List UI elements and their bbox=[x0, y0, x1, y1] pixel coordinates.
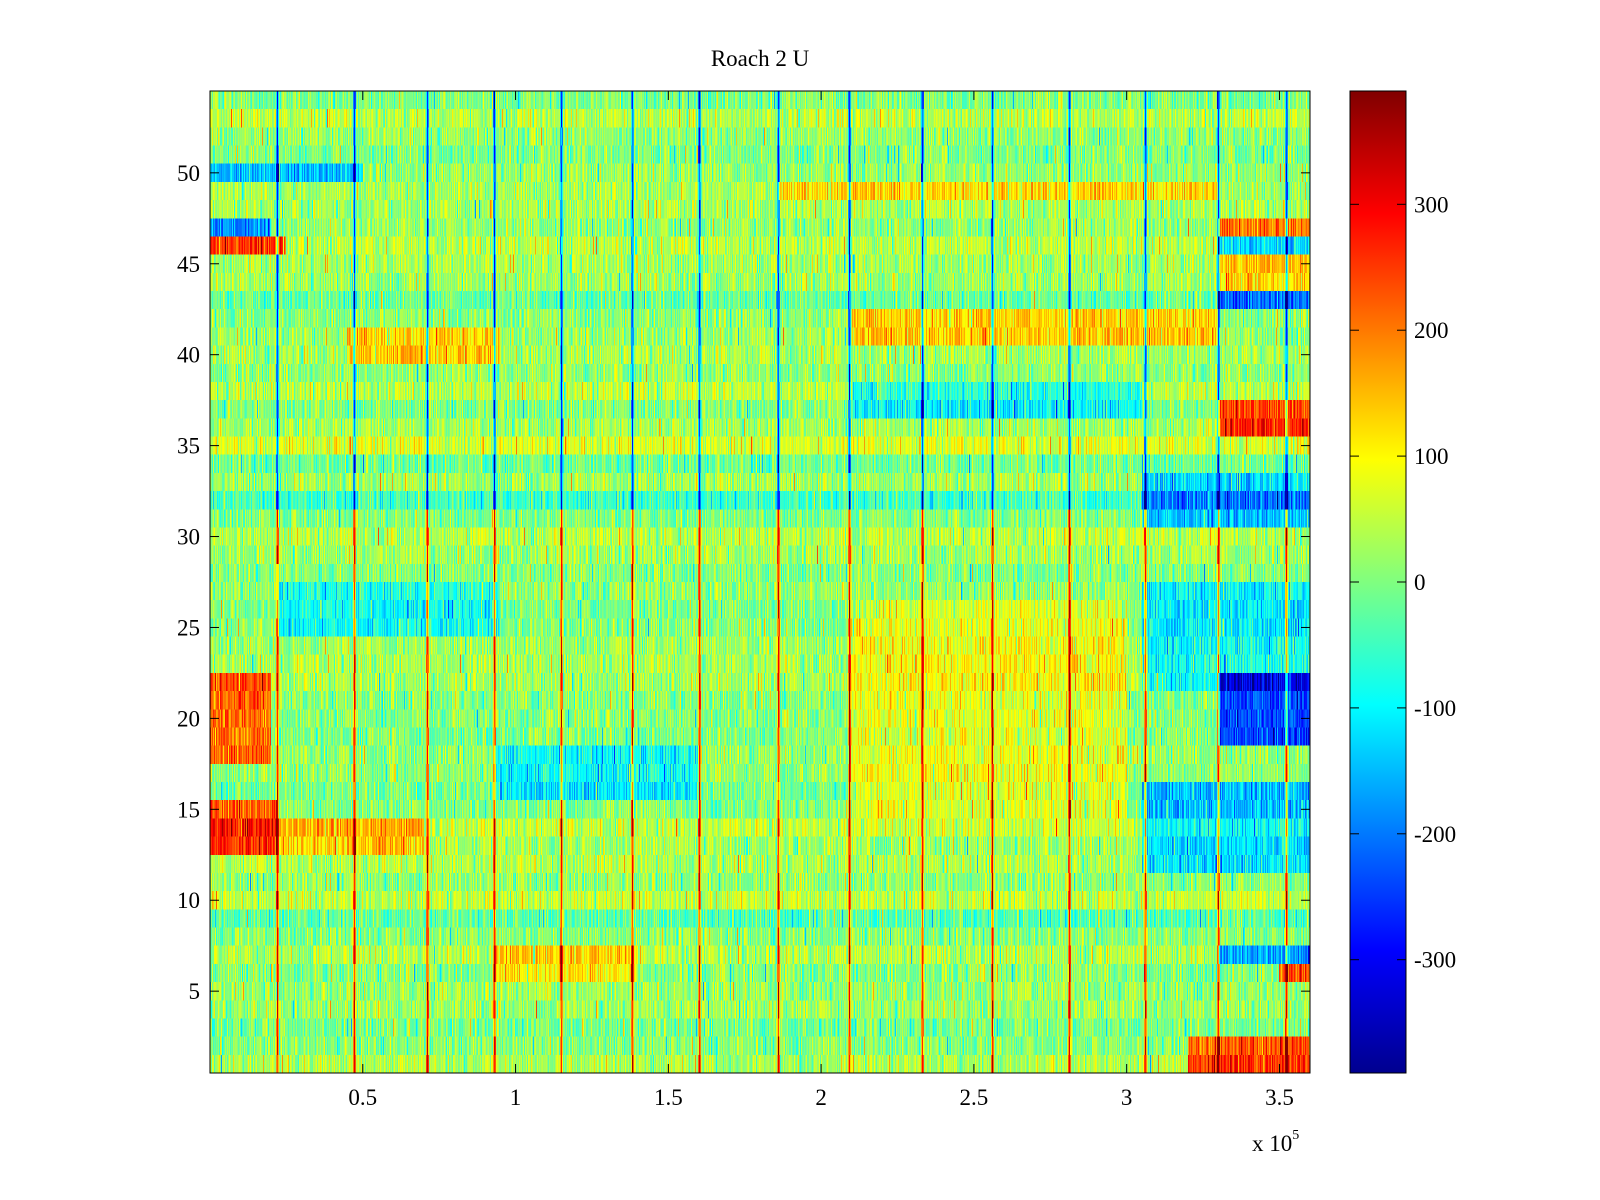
colorbar-tick-label: 100 bbox=[1414, 444, 1449, 469]
x-tick-label: 2 bbox=[815, 1085, 827, 1110]
x-tick-label: 2.5 bbox=[960, 1085, 989, 1110]
x-tick-label: 0.5 bbox=[348, 1085, 377, 1110]
heatmap-plot-area bbox=[209, 90, 1311, 1074]
chart-title: Roach 2 U bbox=[711, 46, 810, 71]
colorbar: 300 200 100 0 -100 -200 -300 bbox=[1349, 90, 1456, 1074]
y-tick-label: 35 bbox=[177, 434, 200, 459]
colorbar-tick-label: 0 bbox=[1414, 570, 1426, 595]
colorbar-tick-label: -100 bbox=[1414, 696, 1456, 721]
y-tick-label: 20 bbox=[177, 706, 200, 731]
y-axis: 5 10 15 20 25 30 35 40 45 50 bbox=[177, 161, 1310, 1004]
x-axis: 0.5 1 1.5 2 2.5 3 3.5 bbox=[348, 91, 1294, 1110]
y-tick-label: 25 bbox=[177, 615, 200, 640]
plot-frame bbox=[209, 90, 1311, 1074]
heatmap-image bbox=[210, 91, 1310, 1073]
colorbar-tick-label: 200 bbox=[1414, 318, 1449, 343]
colorbar-tick-label: -200 bbox=[1414, 822, 1456, 847]
x-tick-label: 3 bbox=[1121, 1085, 1133, 1110]
x-scale-label: x 10 bbox=[1252, 1131, 1292, 1156]
x-scale-exponent: 5 bbox=[1292, 1128, 1299, 1143]
x-tick-label: 1.5 bbox=[654, 1085, 683, 1110]
x-tick-label: 3.5 bbox=[1265, 1085, 1294, 1110]
y-tick-label: 40 bbox=[177, 343, 200, 368]
x-tick-label: 1 bbox=[510, 1085, 522, 1110]
y-tick-label: 45 bbox=[177, 252, 200, 277]
y-tick-label: 10 bbox=[177, 888, 200, 913]
x-scale-factor: x 105 bbox=[1252, 1128, 1299, 1156]
y-tick-label: 50 bbox=[177, 161, 200, 186]
colorbar-ticks: 300 200 100 0 -100 -200 -300 bbox=[1350, 192, 1456, 973]
y-tick-label: 15 bbox=[177, 797, 200, 822]
y-tick-label: 5 bbox=[189, 979, 201, 1004]
colorbar-tick-label: 300 bbox=[1414, 192, 1449, 217]
y-tick-label: 30 bbox=[177, 525, 200, 550]
colorbar-tick-label: -300 bbox=[1414, 948, 1456, 973]
